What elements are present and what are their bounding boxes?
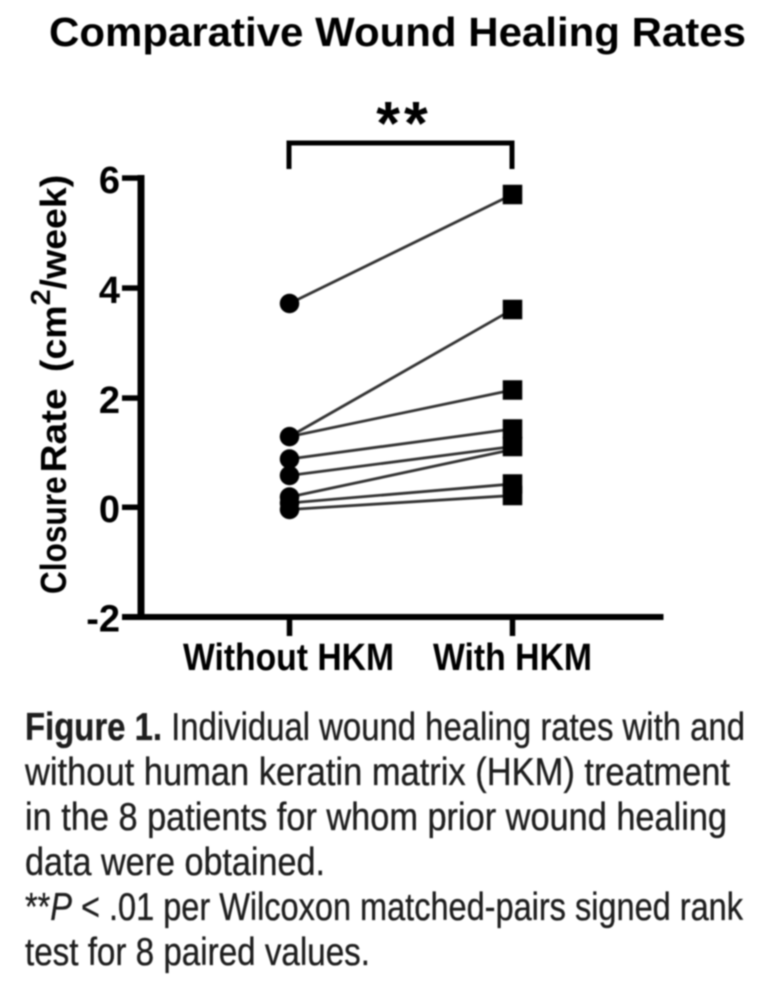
svg-text:(cm2/week): (cm2/week) [25, 175, 73, 372]
svg-text:Without HKM: Without HKM [183, 637, 394, 679]
svg-text:Comparative Wound Healing Rate: Comparative Wound Healing Rates [49, 9, 746, 55]
svg-text:4: 4 [99, 270, 120, 312]
svg-text:Closure: Closure [34, 476, 75, 594]
svg-text:Rate: Rate [33, 388, 74, 472]
svg-text:With HKM: With HKM [433, 637, 592, 679]
svg-text:-2: -2 [86, 599, 120, 641]
svg-text:2: 2 [99, 380, 120, 422]
svg-text:0: 0 [99, 489, 120, 531]
svg-text:**: ** [376, 89, 431, 157]
svg-text:6: 6 [99, 160, 120, 202]
